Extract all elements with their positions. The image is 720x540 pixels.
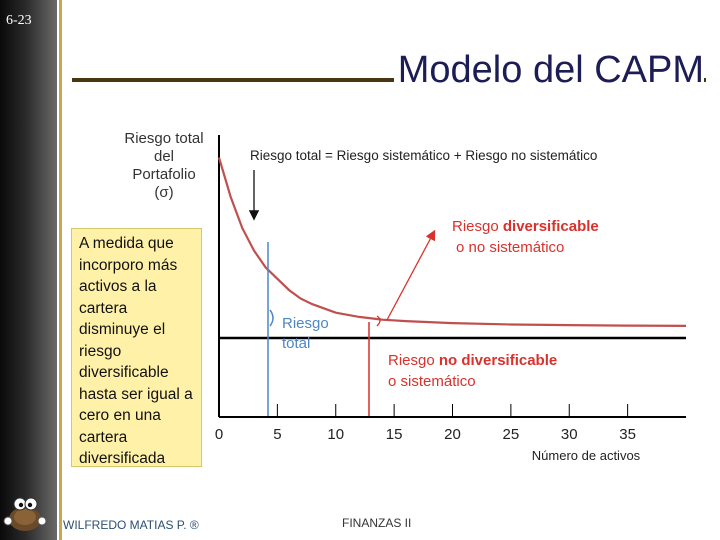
note-line: cartera xyxy=(79,428,128,446)
note-line: diversificada xyxy=(79,450,166,467)
x-tick-label: 35 xyxy=(619,426,636,443)
note-line: disminuye el xyxy=(79,321,166,338)
explanation-note: A medida que incorporo más activos a la … xyxy=(71,228,202,467)
slide-title: Modelo del CAPM xyxy=(393,48,704,92)
diversifiable-arrow xyxy=(386,229,436,321)
note-line: riesgo xyxy=(79,342,122,360)
x-tick-label: 0 xyxy=(215,426,223,443)
label-prefix: Riesgo xyxy=(388,352,439,369)
note-line: hasta ser igual a xyxy=(79,385,193,403)
y-axis-label-line: Portafolio xyxy=(132,166,196,183)
label-prefix: Riesgo xyxy=(452,218,503,235)
note-line: incorporo más xyxy=(79,256,178,274)
x-tick-label: 20 xyxy=(444,426,461,443)
slide-number: 6-23 xyxy=(6,13,32,28)
total-risk-curve xyxy=(217,157,687,327)
x-axis-title: Número de activos xyxy=(532,448,641,463)
x-tick-label: 15 xyxy=(386,426,403,443)
note-line: cartera xyxy=(79,299,128,317)
x-tick-label: 5 xyxy=(273,426,281,443)
left-sidebar-band xyxy=(0,0,57,540)
footer-author: WILFREDO MATIAS P. ® xyxy=(63,518,199,532)
note-line: diversificable xyxy=(79,364,169,381)
diversifiable-brace xyxy=(376,315,381,327)
note-line: A medida que xyxy=(79,235,174,252)
chart-y-axis-label: Riesgo total del Portafolio (σ) xyxy=(110,130,218,202)
x-tick-label: 25 xyxy=(503,426,520,443)
note-line: cero en una xyxy=(79,407,161,424)
mascot-logo-icon xyxy=(3,497,47,531)
diversifiable-risk-label-line2: o no sistemático xyxy=(456,239,564,256)
x-tick-label: 30 xyxy=(561,426,578,443)
risk-formula: Riesgo total = Riesgo sistemático + Ries… xyxy=(250,148,597,163)
total-risk-brace xyxy=(269,309,274,327)
x-tick-label: 10 xyxy=(327,426,344,443)
y-axis-label-line: Riesgo total xyxy=(124,130,204,147)
title-rule xyxy=(72,78,706,82)
y-axis-label-line: del xyxy=(153,148,175,165)
label-bold: diversificable xyxy=(503,218,599,235)
y-axis-label-line: (σ) xyxy=(154,184,174,201)
total-risk-label: Riesgo xyxy=(282,315,329,332)
label-bold: no diversificable xyxy=(439,352,557,369)
total-risk-label: total xyxy=(282,335,310,352)
nondiversifiable-risk-label: Riesgo no diversificable xyxy=(388,352,557,369)
note-line: activos a la xyxy=(79,278,157,295)
diversifiable-risk-label: Riesgo diversificable xyxy=(452,218,599,235)
sidebar-gold-line xyxy=(59,0,62,540)
nondiversifiable-risk-label-line2: o sistemático xyxy=(388,373,476,390)
footer-course: FINANZAS II xyxy=(342,516,412,530)
